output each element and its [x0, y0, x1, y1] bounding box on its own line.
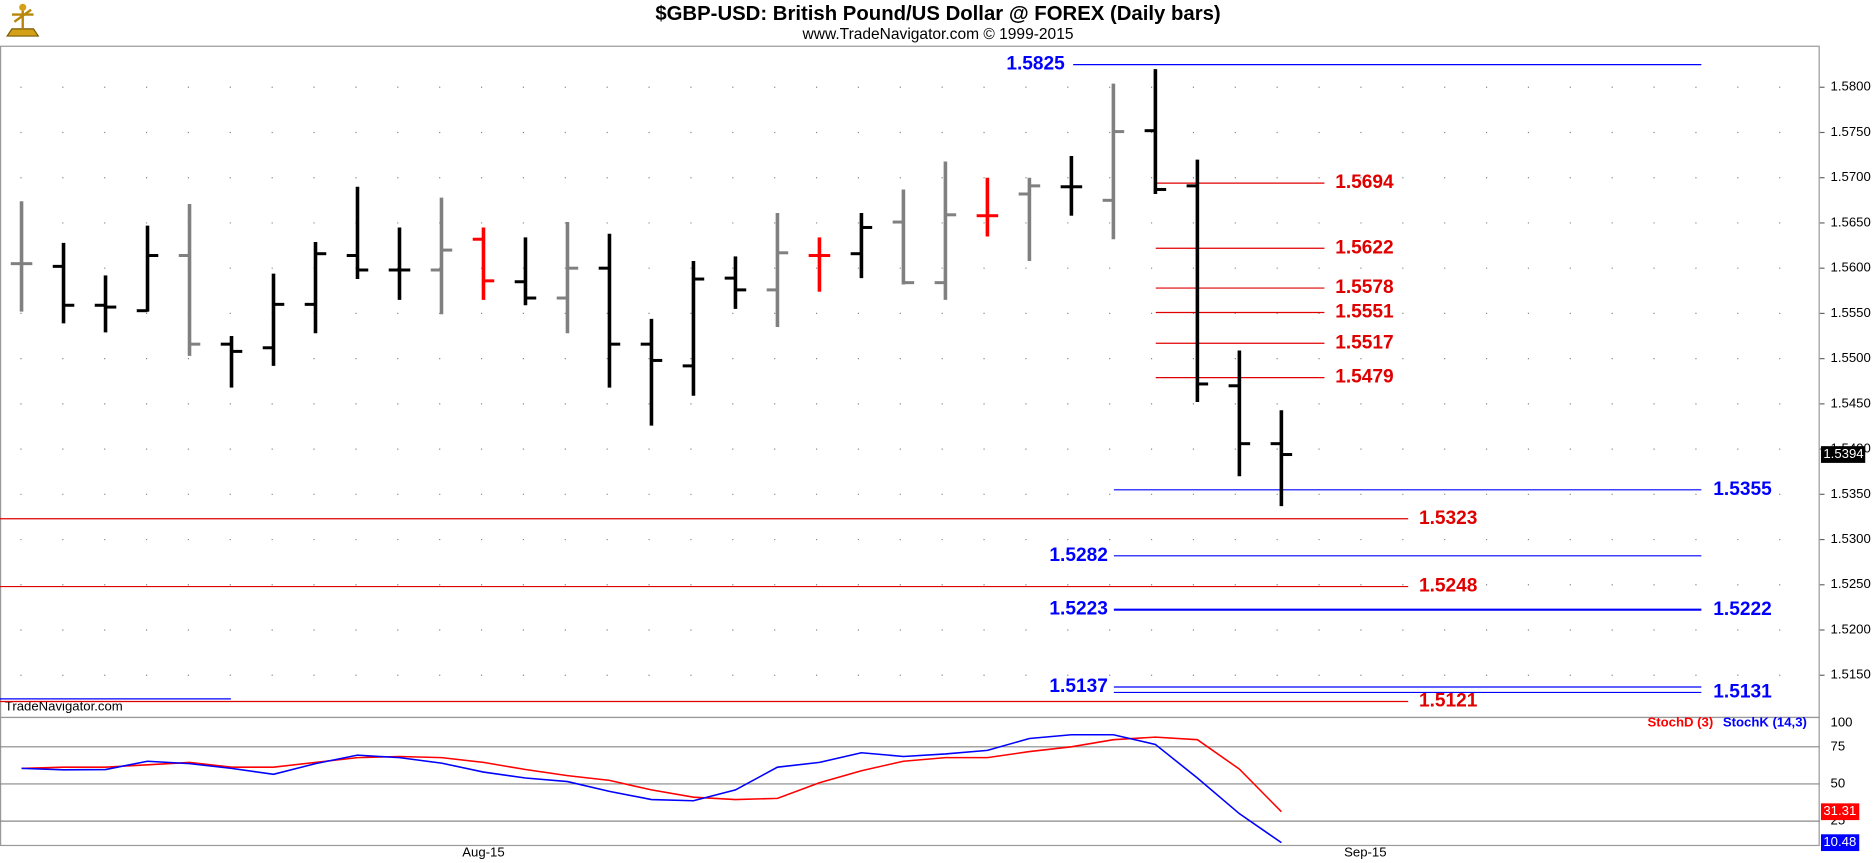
- y-tick-label: 1.5600: [1831, 260, 1871, 275]
- level-label: 1.5323: [1419, 508, 1478, 529]
- y-tick-label: 1.5250: [1831, 576, 1871, 591]
- chart-subtitle: www.TradeNavigator.com © 1999-2015: [802, 26, 1074, 43]
- y-tick-label: 1.5500: [1831, 350, 1871, 365]
- price-marker: [1820, 446, 1866, 463]
- y-tick-label: 1.5150: [1831, 667, 1871, 682]
- watermark: TradeNavigator.com: [5, 699, 123, 714]
- value-marker-label: 31.31: [1823, 803, 1856, 818]
- level-label: 1.5479: [1335, 367, 1394, 388]
- value-marker: [1820, 834, 1860, 852]
- legend-label: StochD (3): [1647, 714, 1713, 729]
- level-label: 1.5131: [1713, 681, 1772, 702]
- logo: [6, 3, 40, 37]
- stoch-line: [21, 736, 1282, 813]
- chart-title: $GBP-USD: British Pound/US Dollar @ FORE…: [655, 3, 1220, 25]
- y-tick-label: 1.5700: [1831, 169, 1871, 184]
- price-marker-label: 1.5394: [1823, 446, 1863, 461]
- level-label: 1.5551: [1335, 302, 1394, 323]
- level-label: 1.5825: [1006, 54, 1065, 75]
- level-label: 1.5248: [1419, 576, 1478, 597]
- y-tick-label: 1.5300: [1831, 531, 1871, 546]
- y-tick-label: 100: [1831, 714, 1853, 729]
- y-tick-label: 1.5750: [1831, 124, 1871, 139]
- y-tick-label: 1.5200: [1831, 621, 1871, 636]
- value-marker: [1820, 803, 1860, 821]
- y-tick-label: 75: [1831, 738, 1846, 753]
- y-tick-label: 1.5350: [1831, 486, 1871, 501]
- value-marker-label: 10.48: [1823, 834, 1856, 849]
- level-label: 1.5222: [1713, 599, 1771, 620]
- x-tick-label: Sep-15: [1344, 845, 1386, 860]
- y-tick-label: 50: [1831, 775, 1846, 790]
- level-label: 1.5622: [1335, 237, 1394, 258]
- level-label: 1.5694: [1335, 172, 1394, 193]
- level-label: 1.5121: [1419, 691, 1478, 712]
- y-tick-label: 1.5550: [1831, 305, 1871, 320]
- y-tick-label: 1.5650: [1831, 214, 1871, 229]
- stoch-line: [21, 734, 1282, 844]
- level-label: 1.5137: [1049, 676, 1108, 697]
- level-label: 1.5223: [1049, 598, 1108, 619]
- x-tick-label: Aug-15: [462, 845, 504, 860]
- level-label: 1.5355: [1713, 479, 1772, 500]
- legend-label: StochK (14,3): [1723, 714, 1807, 729]
- stoch-panel: [0, 716, 1820, 847]
- level-label: 1.5282: [1049, 545, 1108, 566]
- level-label: 1.5517: [1335, 332, 1394, 353]
- level-label: 1.5578: [1335, 277, 1394, 298]
- y-tick-label: 1.5450: [1831, 395, 1871, 410]
- y-tick-label: 1.5800: [1831, 79, 1871, 94]
